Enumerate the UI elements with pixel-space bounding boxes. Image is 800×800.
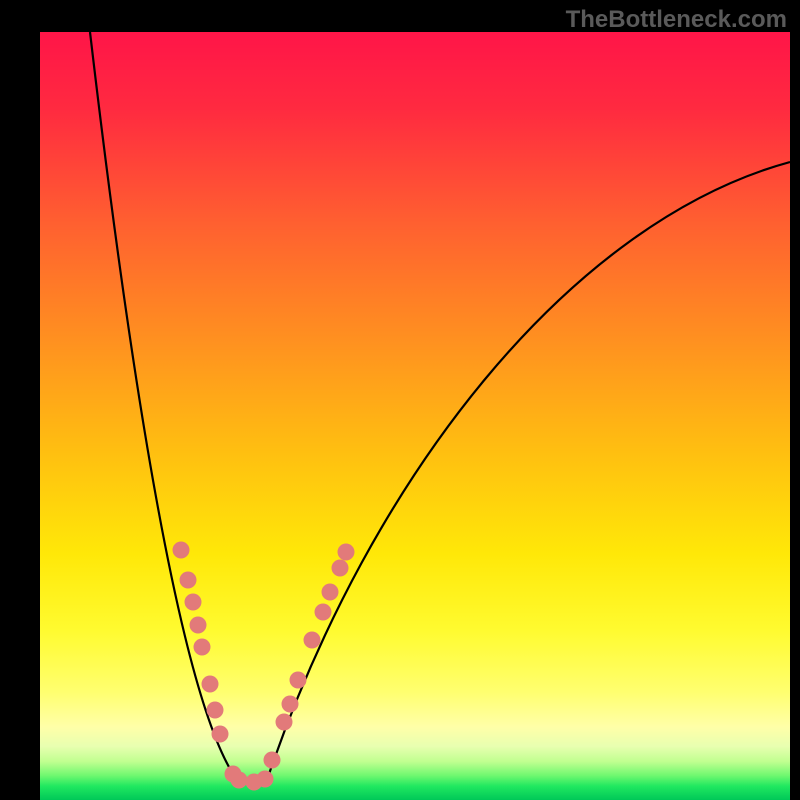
data-marker (282, 696, 299, 713)
data-marker (332, 560, 349, 577)
data-marker (194, 639, 211, 656)
chart-svg (40, 32, 790, 800)
data-marker (290, 672, 307, 689)
data-marker (338, 544, 355, 561)
data-marker (304, 632, 321, 649)
plot-area (40, 32, 790, 800)
data-marker (276, 714, 293, 731)
data-marker (212, 726, 229, 743)
chart-background (40, 32, 790, 800)
data-marker (322, 584, 339, 601)
data-marker (173, 542, 190, 559)
data-marker (257, 771, 274, 788)
watermark-text: TheBottleneck.com (566, 6, 787, 34)
data-marker (264, 752, 281, 769)
data-marker (231, 772, 248, 789)
data-marker (202, 676, 219, 693)
data-marker (180, 572, 197, 589)
data-marker (190, 617, 207, 634)
data-marker (315, 604, 332, 621)
data-marker (185, 594, 202, 611)
data-marker (207, 702, 224, 719)
